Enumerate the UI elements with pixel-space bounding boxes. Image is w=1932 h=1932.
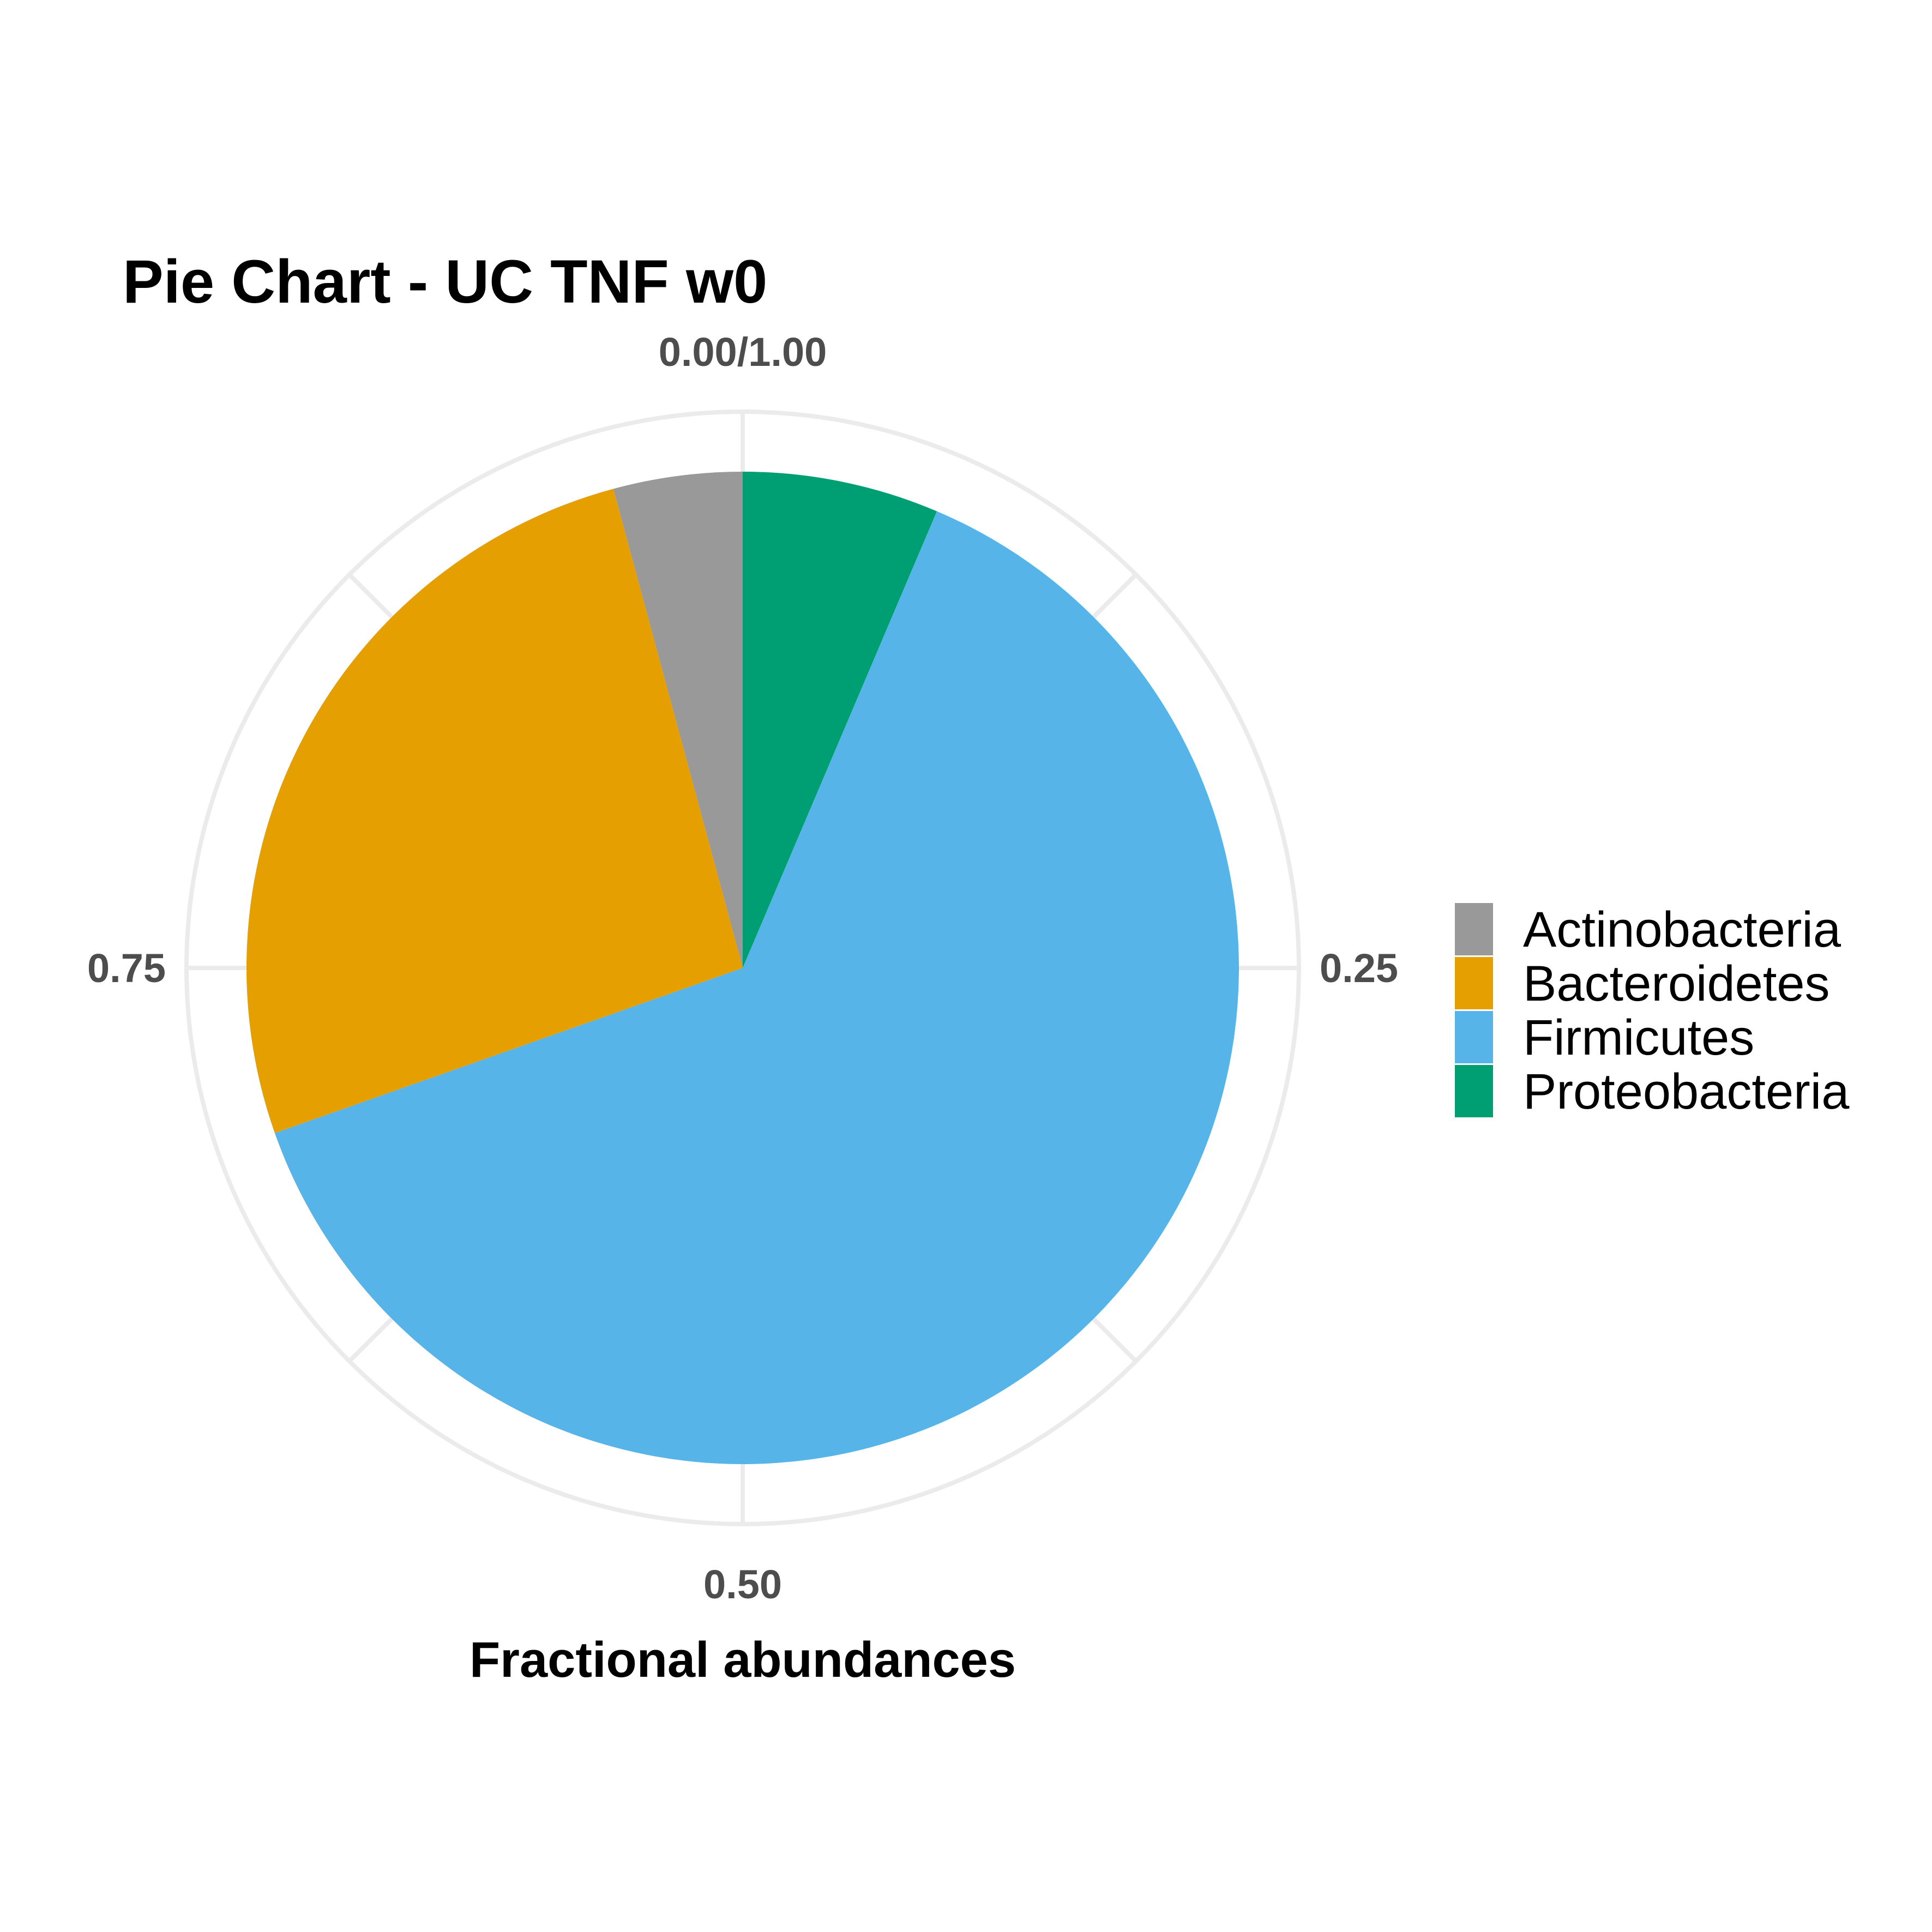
legend-swatch bbox=[1455, 1011, 1493, 1063]
x-axis-label: Fractional abundances bbox=[470, 1632, 1016, 1688]
angle-tick-labels: 0.00/1.00 0.25 0.50 0.75 bbox=[87, 329, 1398, 1607]
legend-label: Actinobacteria bbox=[1523, 902, 1841, 958]
pie-slice-bacteroidetes bbox=[246, 489, 743, 1133]
tick-label: 0.75 bbox=[87, 946, 166, 991]
tick-label: 0.25 bbox=[1320, 946, 1398, 991]
pie-slice-actinobacteria bbox=[613, 472, 743, 968]
legend-swatch bbox=[1455, 1065, 1493, 1117]
legend-label: Bacteroidetes bbox=[1523, 956, 1830, 1012]
pie-slice-proteobacteria bbox=[743, 472, 937, 968]
chart-title: Pie Chart - UC TNF w0 bbox=[123, 248, 767, 316]
legend: ActinobacteriaBacteroidetesFirmicutesPro… bbox=[1455, 902, 1850, 1120]
legend-label: Proteobacteria bbox=[1523, 1064, 1850, 1120]
tick-label: 0.50 bbox=[703, 1562, 782, 1607]
legend-label: Firmicutes bbox=[1523, 1010, 1754, 1066]
legend-swatch bbox=[1455, 957, 1493, 1009]
tick-label: 0.00/1.00 bbox=[659, 329, 827, 375]
pie-slice-firmicutes bbox=[274, 511, 1239, 1464]
legend-swatch bbox=[1455, 903, 1493, 955]
pie-slices bbox=[246, 472, 1239, 1464]
